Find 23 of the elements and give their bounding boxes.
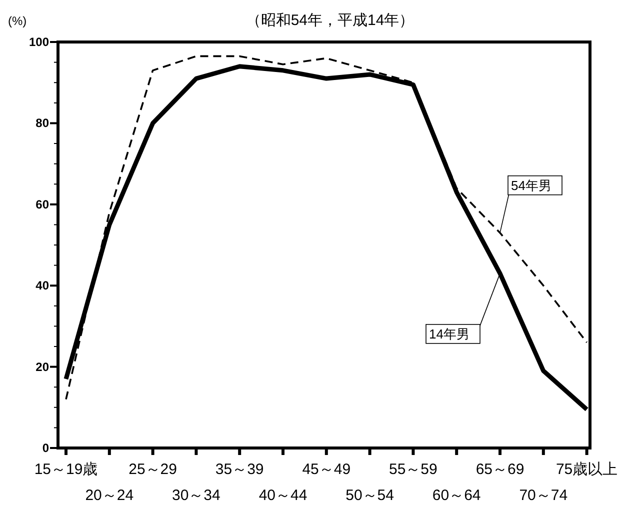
x-tick-label: 40～44	[258, 487, 308, 504]
x-tick-label: 15～19歳	[34, 461, 98, 478]
x-tick-label: 45～49	[302, 461, 351, 478]
x-tick-label: 30～34	[172, 487, 220, 504]
y-tick-label: 0	[42, 441, 50, 455]
chart-title: （昭和54年，平成14年）	[246, 12, 414, 29]
x-tick-label: 75歳以上	[556, 461, 618, 478]
x-tick-label: 35～39	[215, 461, 264, 478]
y-tick-label: 60	[36, 197, 50, 212]
y-tick-label: 80	[36, 116, 50, 130]
x-tick-label: 60～64	[432, 487, 481, 504]
x-tick-label: 65～69	[476, 461, 524, 478]
x-tick-label: 70～74	[519, 487, 568, 504]
text: 14年男	[429, 326, 470, 342]
y-tick-label: 100	[28, 35, 50, 49]
x-tick-label: 25～29	[128, 461, 177, 478]
x-tick-label: 55～59	[389, 461, 438, 478]
x-tick-label: 50～54	[346, 487, 394, 504]
text: 54年男	[511, 178, 552, 193]
y-axis-title: (%)	[8, 14, 27, 28]
y-tick-label: 40	[36, 278, 50, 293]
y-tick-label: 20	[36, 360, 50, 374]
x-tick-label: 20～24	[85, 487, 134, 504]
